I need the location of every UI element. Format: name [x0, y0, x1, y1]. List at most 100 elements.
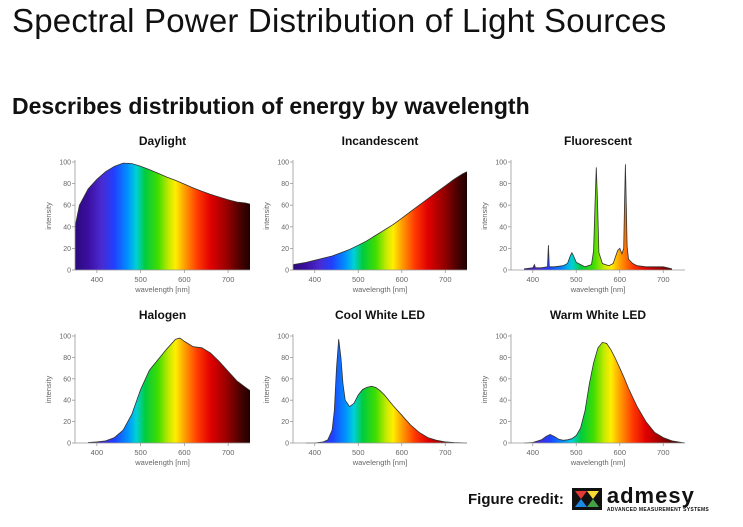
chart-title: Halogen [139, 308, 186, 322]
y-tick-label: 40 [499, 224, 507, 231]
y-tick-label: 60 [281, 376, 289, 383]
spectrum-line [523, 341, 686, 444]
y-axis-label: intensity [262, 375, 271, 403]
logo-name: admesy [606, 483, 695, 508]
y-tick-label: 60 [499, 203, 507, 210]
x-axis-label: wavelength [nm] [134, 458, 190, 467]
x-tick-label: 400 [308, 448, 321, 457]
y-axis-label: intensity [262, 202, 271, 230]
chart-title: Incandescent [342, 134, 419, 148]
y-tick-label: 20 [499, 246, 507, 253]
y-tick-label: 80 [63, 355, 71, 362]
spectrum-line [306, 339, 468, 444]
x-tick-label: 700 [657, 275, 670, 284]
x-axis-label: wavelength [nm] [134, 285, 190, 294]
y-tick-label: 80 [499, 355, 507, 362]
y-tick-label: 100 [495, 334, 507, 341]
y-tick-label: 0 [67, 441, 71, 448]
y-tick-label: 100 [277, 160, 289, 167]
y-tick-label: 0 [67, 268, 71, 275]
spectrum-chart-6: Warm White LED 0 20 40 60 80 100 400 500 600 700 wa… [480, 308, 686, 467]
y-tick-label: 20 [499, 419, 507, 426]
x-tick-label: 700 [222, 448, 235, 457]
y-tick-label: 40 [281, 398, 289, 405]
x-tick-label: 400 [526, 448, 539, 457]
chart-title: Daylight [139, 134, 186, 148]
y-tick-label: 20 [63, 246, 71, 253]
admesy-logo: admesy ADVANCED MEASUREMENT SYSTEMS [571, 483, 710, 513]
logo-mark-icon [571, 488, 602, 510]
y-tick-label: 40 [281, 224, 289, 231]
y-tick-label: 80 [281, 355, 289, 362]
x-axis-label: wavelength [nm] [352, 285, 408, 294]
y-tick-label: 20 [63, 419, 71, 426]
x-axis-label: wavelength [nm] [570, 285, 626, 294]
x-tick-label: 600 [395, 448, 408, 457]
spectrum-line [88, 337, 251, 443]
y-tick-label: 60 [499, 376, 507, 383]
y-tick-label: 100 [59, 160, 71, 167]
x-tick-label: 700 [439, 448, 452, 457]
spectrum-line [292, 171, 468, 265]
y-tick-label: 60 [281, 203, 289, 210]
y-axis-label: intensity [480, 202, 489, 230]
y-tick-label: 40 [63, 398, 71, 405]
x-tick-label: 700 [439, 275, 452, 284]
y-tick-label: 60 [63, 376, 71, 383]
spectrum-area [524, 342, 685, 443]
y-tick-label: 40 [63, 224, 71, 231]
spectrum-area [306, 339, 467, 443]
x-tick-label: 500 [352, 275, 365, 284]
x-tick-label: 400 [91, 448, 104, 457]
spectrum-chart-3: Fluorescent 0 20 40 60 80 100 400 500 600 700 wavel… [480, 134, 685, 294]
x-tick-label: 700 [657, 448, 670, 457]
x-tick-label: 400 [91, 275, 104, 284]
chart-title: Cool White LED [335, 308, 425, 322]
slide-title: Spectral Power Distribution of Light Sou… [12, 2, 667, 39]
y-tick-label: 100 [277, 334, 289, 341]
figure-credit: Figure credit: admesy ADVANCED MEASUREME… [468, 483, 710, 513]
x-tick-label: 500 [570, 448, 583, 457]
y-axis-label: intensity [44, 202, 53, 230]
y-tick-label: 80 [63, 181, 71, 188]
spectrum-chart-5: Cool White LED 0 20 40 60 80 100 400 500 600 700 wa… [262, 308, 468, 467]
y-tick-label: 0 [285, 441, 289, 448]
x-tick-label: 700 [222, 275, 235, 284]
x-tick-label: 600 [178, 448, 191, 457]
y-tick-label: 0 [503, 268, 507, 275]
slide-subtitle: Describes distribution of energy by wave… [12, 93, 530, 119]
x-tick-label: 500 [134, 448, 147, 457]
y-tick-label: 20 [281, 419, 289, 426]
x-tick-label: 500 [352, 448, 365, 457]
y-tick-label: 100 [59, 334, 71, 341]
spectrum-area [75, 163, 250, 270]
y-axis-label: intensity [44, 375, 53, 403]
y-tick-label: 60 [63, 203, 71, 210]
spectrum-line [74, 162, 251, 227]
spectrum-area [88, 338, 250, 443]
x-tick-label: 400 [308, 275, 321, 284]
x-axis-label: wavelength [nm] [570, 458, 626, 467]
spectrum-chart-2: Incandescent 0 20 40 60 80 100 400 500 600 700 wave… [262, 134, 468, 294]
x-tick-label: 600 [613, 275, 626, 284]
y-tick-label: 40 [499, 398, 507, 405]
spectrum-area [293, 171, 467, 270]
spectrum-line [523, 164, 673, 270]
spectrum-area [524, 164, 672, 270]
credit-label: Figure credit: [468, 490, 564, 508]
y-axis-label: intensity [480, 375, 489, 403]
x-tick-label: 600 [613, 448, 626, 457]
y-tick-label: 80 [499, 181, 507, 188]
y-tick-label: 0 [503, 441, 507, 448]
y-tick-label: 20 [281, 246, 289, 253]
y-tick-label: 80 [281, 181, 289, 188]
spectrum-chart-4: Halogen 0 20 40 60 80 100 400 500 600 700 wavelengt… [44, 308, 251, 467]
y-tick-label: 100 [495, 160, 507, 167]
x-tick-label: 500 [134, 275, 147, 284]
logo-tagline: ADVANCED MEASUREMENT SYSTEMS [606, 507, 710, 513]
x-axis-label: wavelength [nm] [352, 458, 408, 467]
x-tick-label: 600 [395, 275, 408, 284]
chart-title: Warm White LED [550, 308, 647, 322]
chart-title: Fluorescent [564, 134, 632, 148]
